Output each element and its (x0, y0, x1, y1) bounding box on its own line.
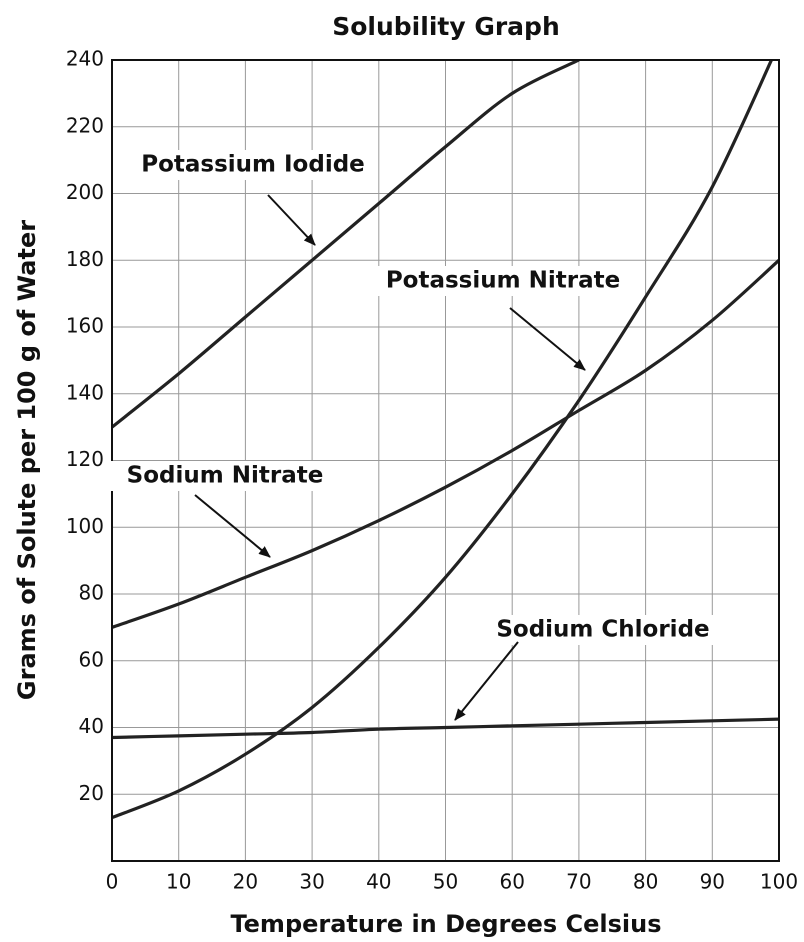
label-bg (100, 461, 350, 491)
series-line (112, 717, 779, 740)
x-tick-label: 60 (499, 870, 524, 894)
y-tick-label: 40 (79, 714, 104, 738)
series-label: Potassium Nitrate (386, 268, 620, 294)
x-tick-label: 70 (566, 870, 591, 894)
arrow (509, 307, 586, 371)
y-tick-label: 60 (79, 647, 104, 671)
plot-frame (111, 59, 780, 862)
label-bg (478, 615, 728, 645)
y-axis-title: Grams of Solute per 100 g of Water (13, 220, 41, 700)
x-tick-label: 90 (700, 870, 725, 894)
annotations: Potassium Iodide Potassium Nitrate Sodium … (100, 150, 728, 721)
chart-title: Solubility Graph (332, 12, 560, 41)
arrow (267, 194, 316, 246)
x-tick-label: 100 (760, 870, 798, 894)
series-line (112, 60, 774, 820)
y-tick-label: 220 (66, 113, 104, 137)
y-tick-label: 140 (66, 380, 104, 404)
series-label: Sodium Chloride (496, 617, 709, 643)
x-tick-label: 80 (633, 870, 658, 894)
label-bg (378, 266, 628, 296)
y-tick-label: 100 (66, 514, 104, 538)
y-tick-label: 180 (66, 247, 104, 271)
y-tick-label: 120 (66, 447, 104, 471)
series-line (112, 60, 580, 429)
grid (111, 59, 780, 861)
series-line (112, 259, 779, 629)
y-tick-label: 240 (66, 47, 104, 71)
x-tick-label: 40 (366, 870, 391, 894)
arrow (454, 641, 519, 721)
y-tick-label: 200 (66, 180, 104, 204)
x-axis-title: Temperature in Degrees Celsius (230, 910, 661, 938)
x-tick-label: 20 (233, 870, 258, 894)
label-bg (128, 150, 378, 180)
arrow (194, 494, 271, 558)
x-tick-label: 30 (299, 870, 324, 894)
series-label: Sodium Nitrate (127, 463, 324, 489)
series-label: Potassium Iodide (141, 152, 365, 178)
y-tick-label: 80 (79, 581, 104, 605)
y-tick-label: 20 (79, 781, 104, 805)
x-tick-label: 0 (106, 870, 119, 894)
curves (112, 60, 779, 820)
x-tick-label: 10 (166, 870, 191, 894)
x-tick-label: 50 (433, 870, 458, 894)
y-tick-label: 160 (66, 314, 104, 338)
